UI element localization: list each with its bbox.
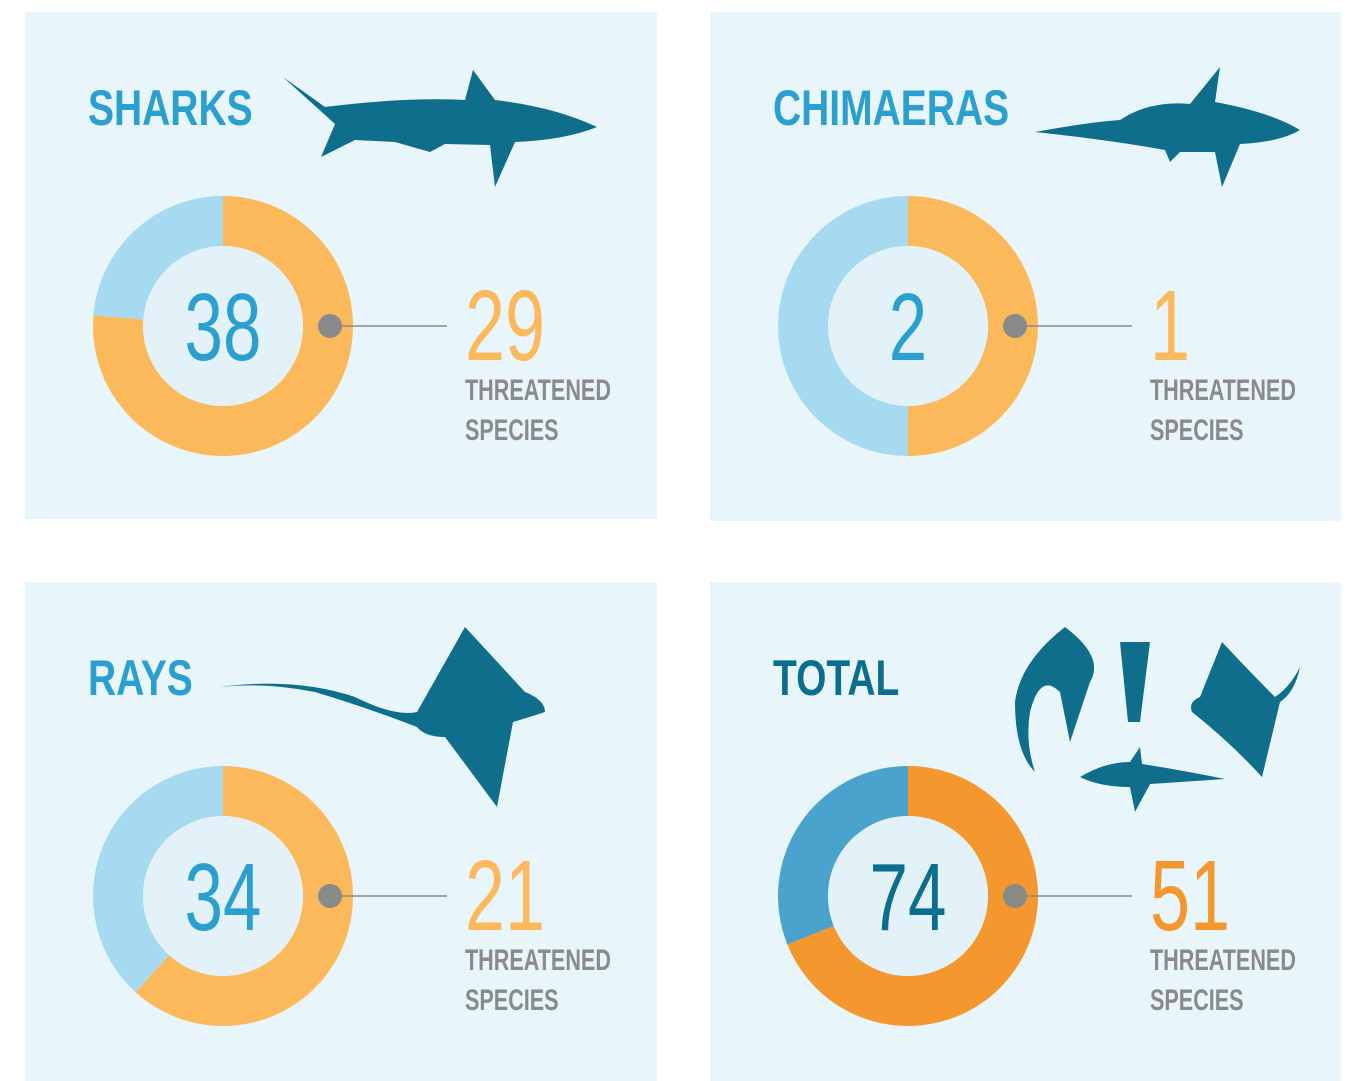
panel-title: RAYS (88, 649, 193, 706)
connector-dot (1003, 884, 1027, 908)
connector-dot (318, 314, 342, 338)
connector-dot (1003, 314, 1027, 338)
panel-title: SHARKS (88, 79, 253, 136)
threatened-label: THREATENED (465, 372, 611, 406)
total-value: 38 (185, 273, 262, 381)
total-value: 2 (889, 273, 927, 381)
threatened-label: SPECIES (465, 982, 559, 1016)
threatened-value: 51 (1150, 840, 1230, 951)
threatened-label: SPECIES (1150, 982, 1244, 1016)
connector-dot (318, 884, 342, 908)
panel-title: TOTAL (773, 649, 899, 706)
threatened-label: SPECIES (465, 412, 559, 446)
threatened-label: THREATENED (1150, 372, 1296, 406)
total-value: 34 (185, 843, 262, 951)
threatened-label: THREATENED (465, 942, 611, 976)
threatened-value: 1 (1150, 270, 1190, 381)
threatened-value: 29 (465, 270, 545, 381)
infographic: SHARKS3829THREATENEDSPECIES CHIMAERAS21T… (0, 0, 1351, 1081)
total-value: 74 (870, 843, 947, 951)
panel-title: CHIMAERAS (773, 79, 1009, 136)
threatened-value: 21 (465, 840, 545, 951)
threatened-label: THREATENED (1150, 942, 1296, 976)
threatened-label: SPECIES (1150, 412, 1244, 446)
